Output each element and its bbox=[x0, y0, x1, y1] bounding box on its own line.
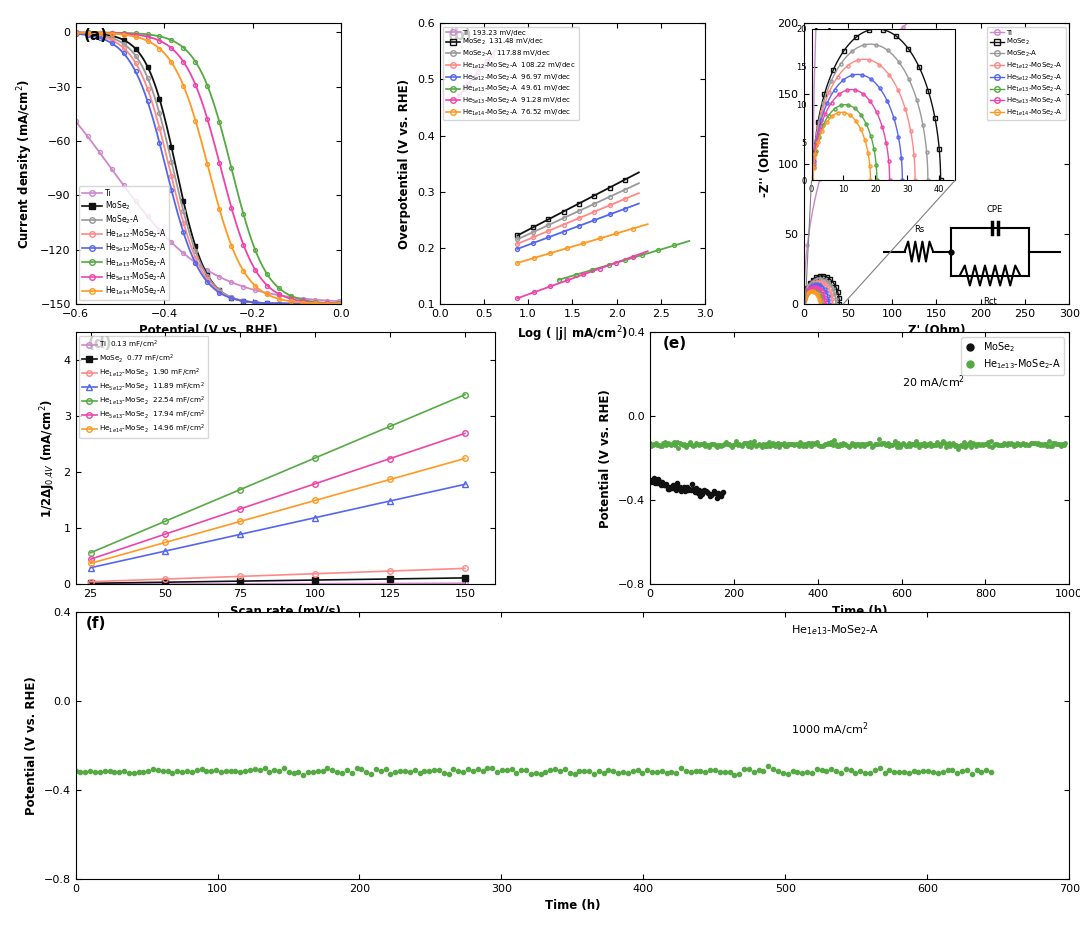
Text: (e): (e) bbox=[662, 336, 687, 351]
Y-axis label: Overpotential (V vs. RHE): Overpotential (V vs. RHE) bbox=[399, 79, 411, 249]
Text: 1000 mA/cm$^2$: 1000 mA/cm$^2$ bbox=[791, 721, 868, 739]
Text: (c): (c) bbox=[811, 27, 834, 43]
Text: (d): (d) bbox=[89, 336, 112, 351]
X-axis label: Potential (V vs. RHE): Potential (V vs. RHE) bbox=[139, 324, 278, 338]
X-axis label: Time (h): Time (h) bbox=[832, 605, 888, 618]
Y-axis label: Potential (V vs. RHE): Potential (V vs. RHE) bbox=[599, 389, 612, 527]
X-axis label: Log ( |j| mA/cm$^2$): Log ( |j| mA/cm$^2$) bbox=[517, 324, 627, 344]
Legend: MoSe$_2$, He$_{1e13}$-MoSe$_2$-A: MoSe$_2$, He$_{1e13}$-MoSe$_2$-A bbox=[961, 337, 1064, 375]
Text: 20 mA/cm$^2$: 20 mA/cm$^2$ bbox=[902, 374, 964, 391]
Y-axis label: -Z'' (Ohm): -Z'' (Ohm) bbox=[759, 131, 772, 196]
Legend: Ti  0.13 mF/cm$^2$, MoSe$_2$  0.77 mF/cm$^2$, He$_{1e12}$-MoSe$_2$  1.90 mF/cm$^: Ti 0.13 mF/cm$^2$, MoSe$_2$ 0.77 mF/cm$^… bbox=[79, 336, 208, 439]
Text: (f): (f) bbox=[85, 616, 106, 631]
Y-axis label: Potential (V vs. RHE): Potential (V vs. RHE) bbox=[25, 676, 38, 815]
X-axis label: Scan rate (mV/s): Scan rate (mV/s) bbox=[230, 605, 340, 618]
Y-axis label: Current density (mA/cm$^2$): Current density (mA/cm$^2$) bbox=[15, 79, 35, 249]
Text: (b): (b) bbox=[447, 27, 472, 43]
X-axis label: Z' (Ohm): Z' (Ohm) bbox=[907, 324, 966, 338]
Legend: Ti  193.23 mV/dec, MoSe$_2$  131.48 mV/dec, MoSe$_2$-A  117.88 mV/dec, He$_{1e12: Ti 193.23 mV/dec, MoSe$_2$ 131.48 mV/dec… bbox=[443, 27, 579, 121]
X-axis label: Time (h): Time (h) bbox=[544, 899, 600, 913]
Text: He$_{1e13}$-MoSe$_2$-A: He$_{1e13}$-MoSe$_2$-A bbox=[791, 623, 879, 637]
Text: (a): (a) bbox=[83, 27, 108, 43]
Y-axis label: 1/2ΔJ$_{0.4V}$ (mA/cm$^2$): 1/2ΔJ$_{0.4V}$ (mA/cm$^2$) bbox=[39, 398, 58, 518]
Legend: Ti, MoSe$_2$, MoSe$_2$-A, He$_{1e12}$-MoSe$_2$-A, He$_{5e12}$-MoSe$_2$-A, He$_{1: Ti, MoSe$_2$, MoSe$_2$-A, He$_{1e12}$-Mo… bbox=[987, 27, 1066, 121]
Legend: Ti, MoSe$_2$, MoSe$_2$-A, He$_{1e12}$-MoSe$_2$-A, He$_{5e12}$-MoSe$_2$-A, He$_{1: Ti, MoSe$_2$, MoSe$_2$-A, He$_{1e12}$-Mo… bbox=[80, 186, 170, 300]
